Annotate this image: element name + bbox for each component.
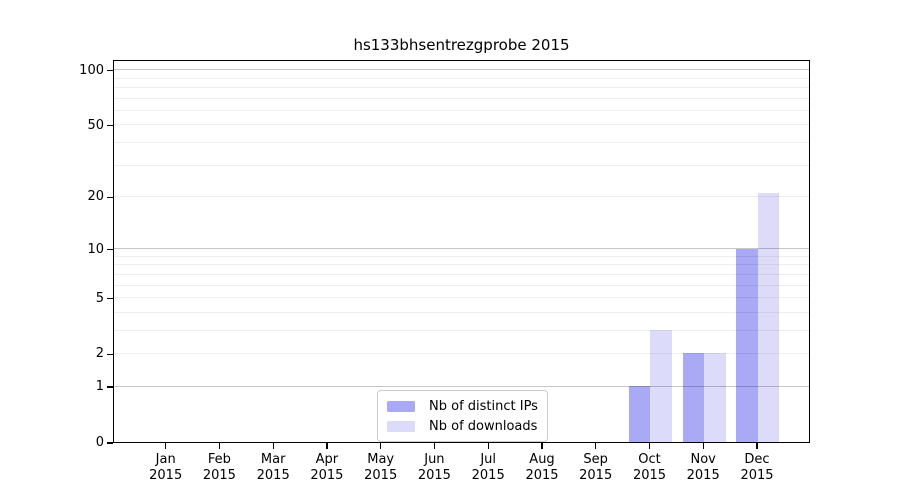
x-tick-label-year: 2015 <box>632 468 667 483</box>
x-tick-label: Sep 2015 <box>564 452 628 484</box>
x-tick-label-year: 2015 <box>525 468 559 483</box>
y-tick-label: 0 <box>95 435 104 450</box>
y-tick-label: 50 <box>87 117 104 133</box>
gridline-minor <box>114 255 809 257</box>
x-tick-mark <box>756 443 758 449</box>
bar-nov-nb-of-downloads <box>704 353 726 442</box>
legend: Nb of distinct IPs Nb of downloads <box>377 390 548 442</box>
bar-oct-nb-of-downloads <box>650 330 672 442</box>
x-tick-label: Oct 2015 <box>618 452 682 484</box>
gridline-major <box>114 248 809 250</box>
y-tick-mark <box>107 297 113 300</box>
bar-dec-nb-of-downloads <box>757 192 780 442</box>
x-tick-label-month: Dec <box>744 452 770 467</box>
x-tick-label-year: 2015 <box>149 468 183 483</box>
legend-item: Nb of distinct IPs <box>387 396 538 416</box>
x-tick-label-month: Jan <box>155 452 176 467</box>
x-tick-label-year: 2015 <box>579 468 613 483</box>
legend-swatch <box>387 400 415 412</box>
gridline-minor <box>114 109 809 111</box>
gridline-minor <box>114 97 809 99</box>
x-tick-label: Jun 2015 <box>402 452 466 484</box>
x-tick-mark <box>595 443 597 449</box>
x-tick-mark <box>541 443 543 449</box>
x-tick-label-year: 2015 <box>364 468 398 483</box>
y-tick-label: 1 <box>95 379 104 395</box>
x-tick-label: Nov 2015 <box>671 452 735 484</box>
x-tick-label: Jan 2015 <box>134 452 198 484</box>
bar-dec-nb-of-distinct-ips <box>736 248 758 442</box>
y-tick-label: 2 <box>95 346 104 362</box>
bar-oct-nb-of-distinct-ips <box>628 386 651 442</box>
x-tick-label: Mar 2015 <box>241 452 305 484</box>
x-tick-mark <box>272 443 274 449</box>
x-tick-label-month: May <box>367 452 395 467</box>
x-tick-mark <box>433 443 436 449</box>
x-tick-label: Jul 2015 <box>456 452 520 484</box>
gridline-minor <box>114 124 809 126</box>
x-tick-mark <box>165 443 167 449</box>
x-tick-label-month: Oct <box>638 452 661 467</box>
gridline-minor <box>114 77 809 79</box>
x-tick-mark <box>702 443 704 449</box>
x-tick-label-year: 2015 <box>686 468 720 483</box>
x-tick-label-month: Nov <box>690 452 716 467</box>
gridline-minor <box>114 311 809 313</box>
gridline-minor <box>114 195 809 197</box>
gridline-minor <box>114 297 809 298</box>
x-tick-mark <box>487 443 489 449</box>
gridline-minor <box>114 164 809 166</box>
x-tick-label-month: Jun <box>424 452 445 467</box>
x-tick-label: Apr 2015 <box>295 452 359 484</box>
x-tick-mark <box>380 443 382 449</box>
x-tick-label-year: 2015 <box>471 468 505 483</box>
x-tick-label: Aug 2015 <box>510 452 574 484</box>
y-tick-label: 100 <box>79 62 104 78</box>
y-tick-mark <box>107 125 113 127</box>
x-tick-mark <box>326 443 328 449</box>
y-tick-mark <box>107 248 113 251</box>
y-tick-mark <box>107 70 113 72</box>
gridline-minor <box>114 284 809 286</box>
gridline-minor <box>114 141 809 143</box>
y-tick-mark <box>107 353 113 356</box>
x-tick-label-month: Sep <box>583 452 608 467</box>
gridline-minor <box>114 264 809 266</box>
x-tick-label-month: Aug <box>529 452 555 467</box>
x-tick-mark <box>648 443 651 449</box>
x-tick-label: Feb 2015 <box>187 452 251 484</box>
gridline-minor <box>114 273 809 275</box>
plot-area <box>113 60 810 443</box>
x-tick-label-year: 2015 <box>310 468 344 483</box>
x-tick-label: Dec 2015 <box>725 452 789 484</box>
legend-swatch <box>387 420 415 432</box>
chart-title: hs133bhsentrezgprobe 2015 <box>353 36 570 54</box>
x-tick-label-year: 2015 <box>417 468 451 483</box>
legend-item: Nb of downloads <box>387 416 538 436</box>
legend-label: Nb of distinct IPs <box>429 398 538 414</box>
x-tick-label: May 2015 <box>349 452 413 484</box>
y-tick-label: 5 <box>95 290 104 306</box>
x-tick-label-year: 2015 <box>202 468 236 483</box>
x-tick-label-month: Apr <box>315 452 339 467</box>
x-tick-label-year: 2015 <box>740 468 774 483</box>
x-tick-label-year: 2015 <box>256 468 290 483</box>
x-tick-label-month: Feb <box>207 452 231 467</box>
y-tick-mark <box>107 442 113 444</box>
x-tick-label-month: Mar <box>260 452 286 467</box>
y-tick-mark <box>107 196 113 199</box>
x-tick-label-month: Jul <box>480 452 497 467</box>
y-tick-mark <box>107 386 113 388</box>
legend-label: Nb of downloads <box>429 418 538 434</box>
gridline-minor <box>114 87 809 88</box>
y-tick-label: 20 <box>87 189 104 205</box>
y-tick-label: 10 <box>87 241 104 257</box>
bar-nov-nb-of-distinct-ips <box>682 353 705 442</box>
x-tick-mark <box>218 443 221 449</box>
gridline-minor <box>114 329 809 331</box>
gridline-major <box>114 69 809 71</box>
